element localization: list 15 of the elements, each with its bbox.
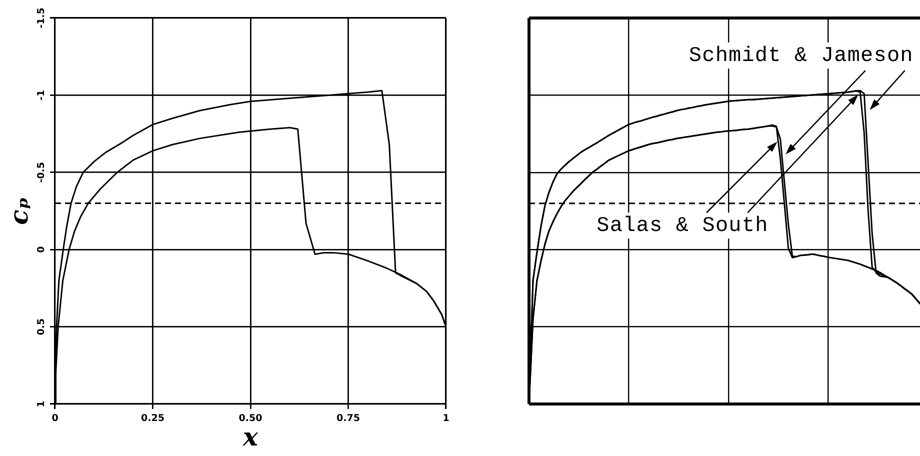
y-axis-title: cₚ — [4, 197, 34, 225]
y-tick-label: 1 — [36, 400, 48, 408]
x-tick-label: 0.50 — [238, 413, 263, 424]
x-tick-label: 1 — [442, 413, 450, 424]
text: Schmidt & Jameson — [688, 45, 914, 68]
x-tick-label: 0 — [52, 413, 59, 424]
y-tick-label: -1.5 — [36, 8, 48, 28]
y-tick-label: 0 — [36, 246, 48, 253]
x-axis-title: x — [242, 422, 260, 452]
x-tick-label: 0.75 — [336, 413, 360, 424]
x-tick-label: 0.25 — [141, 413, 164, 424]
y-tick-label: -1 — [36, 90, 48, 100]
y-tick-label: 0.5 — [36, 318, 48, 336]
annotation: Salas & South — [596, 215, 768, 238]
y-tick-label: -0.5 — [36, 162, 48, 183]
